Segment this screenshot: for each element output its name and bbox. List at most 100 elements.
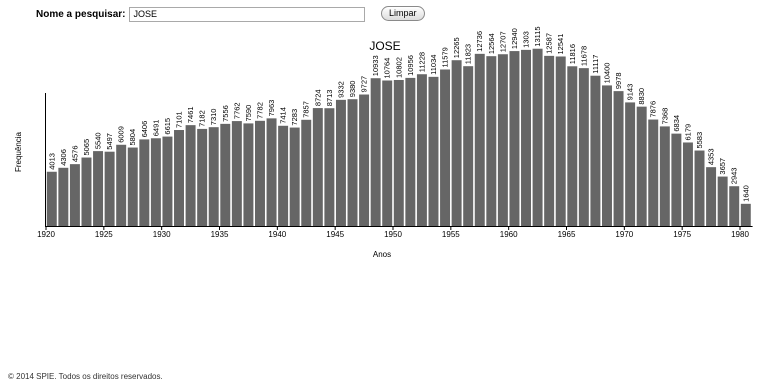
- x-tick-label-1965: 1965: [558, 230, 576, 239]
- bar-1933: [197, 128, 208, 226]
- bar-1954: [440, 69, 451, 227]
- bar-label-1935: 7556: [221, 105, 230, 122]
- bar-label-1956: 11823: [464, 44, 473, 64]
- bar-1963: [544, 55, 555, 226]
- bar-1965: [567, 66, 578, 226]
- bar-1967: [590, 75, 601, 227]
- bar-label-1954: 11579: [441, 47, 450, 67]
- bar-label-1968: 10400: [602, 63, 611, 84]
- x-tick-label-1945: 1945: [326, 230, 344, 239]
- bar-label-1979: 2943: [730, 168, 739, 185]
- bar-label-1965: 11816: [568, 44, 577, 64]
- bar-label-1920: 4013: [47, 153, 56, 170]
- bar-label-1960: 12940: [510, 28, 519, 49]
- x-tick-label-1980: 1980: [731, 230, 749, 239]
- x-tick-label-1960: 1960: [500, 230, 518, 239]
- search-bar: Nome a pesquisar:: [36, 5, 366, 23]
- bar-label-1927: 5804: [128, 129, 137, 146]
- bar-label-1924: 5540: [94, 132, 103, 149]
- y-axis-label: Frequência: [14, 131, 23, 172]
- bar-label-1936: 7762: [232, 102, 241, 119]
- bar-1924: [93, 151, 104, 226]
- bar-1920: [46, 171, 57, 226]
- bar-1977: [706, 167, 717, 226]
- bar-1928: [139, 139, 150, 226]
- x-tick-label-1925: 1925: [95, 230, 113, 239]
- bar-1979: [729, 186, 740, 226]
- bar-1937: [243, 123, 254, 226]
- bar-1955: [451, 60, 462, 227]
- bar-label-1971: 8830: [637, 88, 646, 105]
- bar-1952: [416, 74, 427, 226]
- bar-label-1973: 7368: [660, 108, 669, 125]
- x-tick-label-1940: 1940: [268, 230, 286, 239]
- bar-1941: [289, 127, 300, 226]
- bar-label-1978: 3657: [718, 158, 727, 175]
- bar-label-1964: 12541: [556, 34, 565, 55]
- bar-label-1972: 7876: [649, 101, 658, 118]
- bar-label-1957: 12736: [475, 31, 484, 52]
- bar-label-1959: 12707: [498, 31, 507, 52]
- bar-label-1943: 8724: [313, 89, 322, 106]
- bar-1947: [359, 94, 370, 226]
- bar-label-1938: 7782: [255, 102, 264, 119]
- bar-1971: [636, 106, 647, 226]
- bar-1930: [162, 136, 173, 226]
- bar-last: [740, 203, 751, 226]
- bar-1964: [555, 56, 566, 227]
- bar-1969: [613, 91, 624, 226]
- x-tick-label-1955: 1955: [442, 230, 460, 239]
- bar-label-1963: 12587: [545, 33, 554, 54]
- search-label: Nome a pesquisar:: [36, 8, 126, 20]
- bar-label-1967: 11117: [591, 55, 600, 74]
- bar-1976: [694, 150, 705, 226]
- bar-1943: [312, 108, 323, 226]
- bar-1927: [127, 147, 138, 226]
- bar-label-1930: 6615: [163, 118, 172, 135]
- bar-1922: [69, 164, 80, 226]
- bar-1950: [393, 79, 404, 226]
- bar-label-1961: 1303: [522, 31, 531, 48]
- bar-label-1926: 6009: [117, 126, 126, 143]
- chart-title: JOSE: [369, 39, 400, 53]
- search-input[interactable]: [129, 6, 366, 22]
- bar-label-1932: 7461: [186, 106, 195, 123]
- bar-1934: [208, 127, 219, 226]
- bar-label-1928: 6406: [140, 121, 149, 138]
- bar-1957: [474, 53, 485, 226]
- bar-label-1951: 10956: [406, 55, 415, 76]
- bar-label-1969: 9978: [614, 72, 623, 89]
- bar-1949: [382, 80, 393, 226]
- bar-label-1941: 7283: [290, 109, 299, 126]
- x-axis-label: Anos: [373, 250, 391, 259]
- bar-1929: [150, 138, 161, 226]
- bar-1953: [428, 76, 439, 226]
- clear-button[interactable]: Limpar: [381, 6, 425, 21]
- bar-label-1931: 7101: [175, 111, 184, 128]
- x-tick-label-1920: 1920: [37, 230, 55, 239]
- x-tick-label-1930: 1930: [153, 230, 171, 239]
- bar-label-1929: 6491: [151, 120, 160, 137]
- bar-1951: [405, 77, 416, 226]
- bar-label-1923: 5065: [82, 139, 91, 156]
- bar-label-1944: 8713: [325, 90, 334, 107]
- bar-1932: [185, 125, 196, 226]
- bar-1942: [301, 119, 312, 226]
- bar-label-1939: 7963: [267, 100, 276, 117]
- x-tick-label-1950: 1950: [384, 230, 402, 239]
- x-tick-label-1970: 1970: [615, 230, 633, 239]
- bar-1970: [625, 102, 636, 226]
- bar-label-1974: 6834: [672, 115, 681, 132]
- bar-1972: [648, 119, 659, 226]
- bar-label-1946: 9380: [348, 81, 357, 98]
- bar-1931: [174, 130, 184, 226]
- bar-1962: [532, 48, 543, 227]
- bar-label-1934: 7310: [209, 109, 218, 126]
- bar-label-1947: 9727: [360, 76, 369, 93]
- bar-1960: [509, 51, 520, 226]
- bar-label-1948: 10933: [371, 55, 380, 76]
- bar-label-1922: 4576: [70, 145, 79, 162]
- bar-1966: [578, 68, 589, 226]
- bar-1921: [58, 167, 69, 226]
- x-tick-label-1935: 1935: [211, 230, 229, 239]
